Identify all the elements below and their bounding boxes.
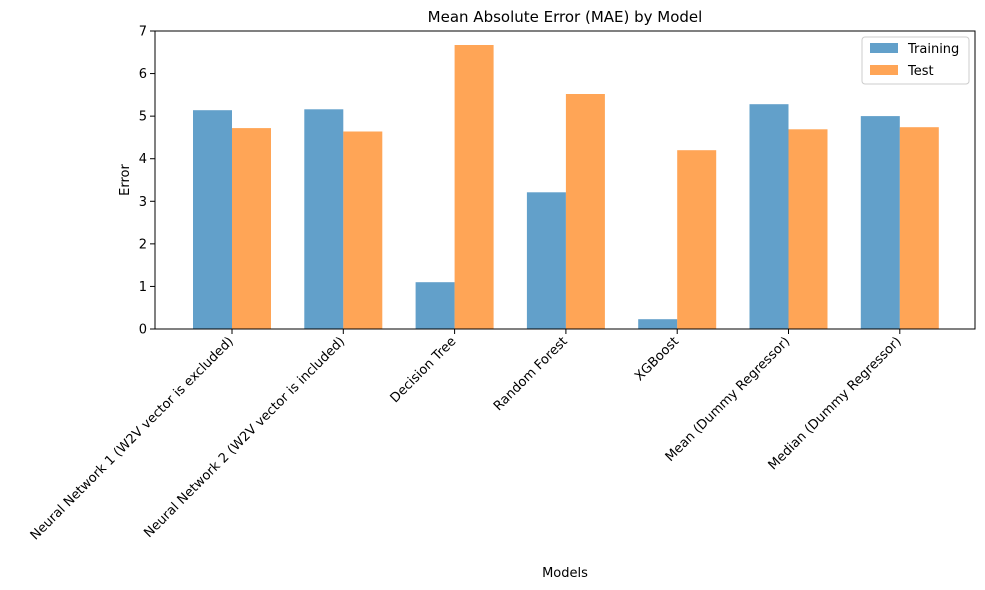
y-tick-label: 3 <box>139 195 147 210</box>
x-tick-label: Neural Network 2 (W2V vector is included… <box>141 334 348 541</box>
y-tick-label: 0 <box>139 323 147 338</box>
x-axis-label: Models <box>542 566 588 581</box>
bar-training-3 <box>526 192 566 329</box>
y-tick-label: 4 <box>139 152 147 167</box>
bar-training-0 <box>193 110 232 329</box>
bar-test-0 <box>232 128 271 329</box>
bar-training-6 <box>860 116 900 329</box>
y-tick-label: 7 <box>139 25 147 40</box>
legend-label-test: Test <box>907 64 934 79</box>
y-tick-label: 1 <box>139 280 147 295</box>
chart-title: Mean Absolute Error (MAE) by Model <box>428 8 703 26</box>
x-tick-label: Random Forest <box>491 334 571 414</box>
legend-swatch-training <box>870 43 898 53</box>
bar-test-2 <box>454 45 494 329</box>
bars-group <box>193 45 939 329</box>
plot-frame <box>154 30 976 330</box>
bar-training-2 <box>415 282 455 329</box>
y-axis: 0 1 2 3 4 5 6 7 <box>139 25 155 338</box>
x-tick-label: Median (Dummy Regressor) <box>766 334 905 473</box>
x-tick-label: Mean (Dummy Regressor) <box>663 334 794 465</box>
bar-test-4 <box>677 150 717 329</box>
bar-test-5 <box>788 129 828 329</box>
x-tick-label: XGBoost <box>632 334 682 384</box>
legend-label-training: Training <box>907 42 959 57</box>
x-axis: Neural Network 1 (W2V vector is excluded… <box>28 329 905 543</box>
y-axis-label: Error <box>118 164 133 196</box>
x-tick-label: Decision Tree <box>388 334 460 406</box>
y-tick-label: 2 <box>139 237 147 252</box>
bar-training-4 <box>638 319 678 329</box>
x-tick-label: Neural Network 1 (W2V vector is excluded… <box>28 334 237 543</box>
y-tick-label: 6 <box>139 67 147 82</box>
y-tick-label: 5 <box>139 110 147 125</box>
bar-training-1 <box>304 109 344 329</box>
legend-swatch-test <box>870 65 898 75</box>
bar-test-6 <box>899 127 939 329</box>
legend: Training Test <box>861 36 970 85</box>
bar-training-5 <box>749 104 789 329</box>
bar-test-1 <box>343 131 383 329</box>
bar-test-3 <box>565 94 605 329</box>
